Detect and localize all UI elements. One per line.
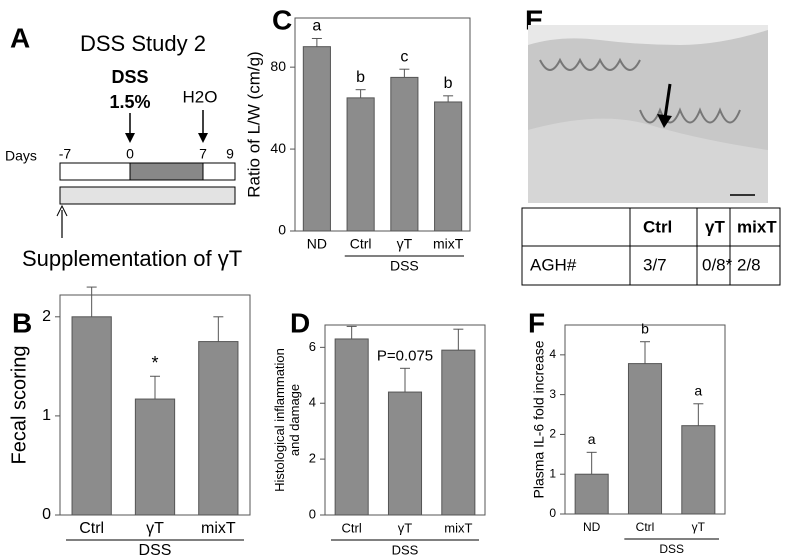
significance-label: *	[151, 353, 158, 373]
recovery: H2O	[183, 87, 218, 106]
group-label: DSS	[659, 542, 684, 556]
panel-label: B	[12, 307, 32, 338]
table-cell: 2/8	[737, 255, 761, 274]
study-title: DSS Study 2	[80, 31, 206, 56]
significance-label: a	[588, 431, 596, 447]
treatment: DSS	[111, 67, 148, 87]
arrow-head	[198, 133, 208, 143]
significance-label: b	[356, 69, 365, 86]
bar	[627, 363, 663, 515]
day: -7	[59, 146, 72, 162]
x-tick-label: ND	[583, 520, 601, 534]
bar	[387, 391, 423, 516]
dss-period	[129, 162, 204, 181]
image-texture	[539, 57, 741, 124]
plot-frame	[294, 17, 471, 232]
x-tick-label: γT	[398, 520, 413, 535]
x-tick-label: Ctrl	[350, 236, 372, 252]
day: 7	[199, 146, 207, 162]
table-header: Ctrl	[643, 217, 672, 236]
y-tick-label: 1	[42, 407, 51, 424]
y-tick-label: 3	[549, 387, 556, 401]
significance-label: P=0.075	[377, 347, 433, 364]
significance-label: a	[312, 18, 321, 35]
y-axis-label: Histological inflammation	[272, 348, 287, 492]
bar	[71, 316, 112, 516]
panel-label: C	[272, 4, 292, 35]
significance-label: a	[694, 382, 702, 398]
y-tick-label: 4	[549, 347, 556, 361]
bar	[134, 398, 176, 516]
table-cell: 0/8*	[702, 255, 733, 274]
y-tick-label: 1	[549, 466, 556, 480]
y-tick-label: 40	[270, 140, 286, 156]
group-label: DSS	[390, 258, 419, 274]
bar	[681, 425, 716, 515]
group-label: DSS	[392, 542, 419, 556]
y-tick-label: 4	[309, 395, 316, 410]
table-header: γT	[705, 217, 725, 236]
bar	[346, 97, 375, 232]
arrow	[663, 83, 672, 119]
dose: 1.5%	[109, 92, 150, 112]
bar	[441, 349, 476, 516]
x-tick-label: ND	[307, 236, 327, 252]
x-tick-label: mixT	[201, 520, 236, 537]
x-tick-label: γT	[692, 520, 706, 534]
panel-a: A DSS Study 2 DSS 1.5% H2O Days -7 0 7 9…	[5, 22, 242, 270]
panel-label: F	[528, 307, 545, 338]
table-header: mixT	[737, 217, 777, 236]
image-region	[528, 25, 768, 45]
significance-label: c	[400, 48, 408, 65]
x-tick-label: mixT	[444, 520, 472, 535]
bar	[302, 46, 331, 232]
day: 9	[226, 146, 234, 162]
day: 0	[126, 146, 134, 162]
bar	[390, 76, 419, 232]
panel-label: D	[290, 307, 310, 338]
image-region	[528, 118, 768, 203]
y-tick-label: 2	[309, 451, 316, 466]
panel-e: E Ctrl γT mixT AGH# 3/7 0/8* 2/8	[521, 4, 781, 286]
y-tick-label: 80	[270, 58, 286, 74]
x-tick-label: Ctrl	[79, 520, 104, 537]
x-tick-label: mixT	[433, 236, 464, 252]
y-tick-label: 0	[278, 222, 286, 238]
bar	[574, 473, 609, 515]
significance-label: b	[444, 75, 453, 92]
x-tick-label: Ctrl	[342, 520, 362, 535]
panel-label: A	[10, 22, 30, 53]
y-tick-label: 2	[42, 308, 51, 325]
y-tick-label: 0	[309, 506, 316, 521]
table-cell: 3/7	[643, 255, 667, 274]
y-tick-label: 6	[309, 339, 316, 354]
days-label: Days	[5, 148, 37, 164]
y-tick-label: 0	[42, 506, 51, 523]
y-axis-label: Fecal scoring	[8, 346, 30, 465]
x-tick-label: γT	[146, 520, 164, 537]
supplement-period	[59, 186, 236, 205]
table-row-label: AGH#	[530, 255, 577, 274]
y-tick-label: 2	[549, 427, 556, 441]
arrow-head	[125, 133, 135, 143]
y-tick-label: 0	[549, 506, 556, 520]
arrow-head	[56, 204, 68, 217]
bar	[434, 101, 463, 232]
y-axis-label: and damage	[287, 384, 302, 456]
bar	[334, 338, 369, 516]
group-label: DSS	[139, 542, 172, 556]
bar	[198, 341, 239, 516]
arrow-head	[657, 114, 672, 128]
y-axis-label: Ratio of L/W (cm/g)	[244, 51, 263, 197]
x-tick-label: Ctrl	[636, 520, 655, 534]
y-axis-label: Plasma IL-6 fold increase	[531, 340, 547, 498]
significance-label: b	[641, 320, 649, 336]
x-tick-label: γT	[397, 236, 413, 252]
supplement-label: Supplementation of γT	[22, 246, 242, 271]
